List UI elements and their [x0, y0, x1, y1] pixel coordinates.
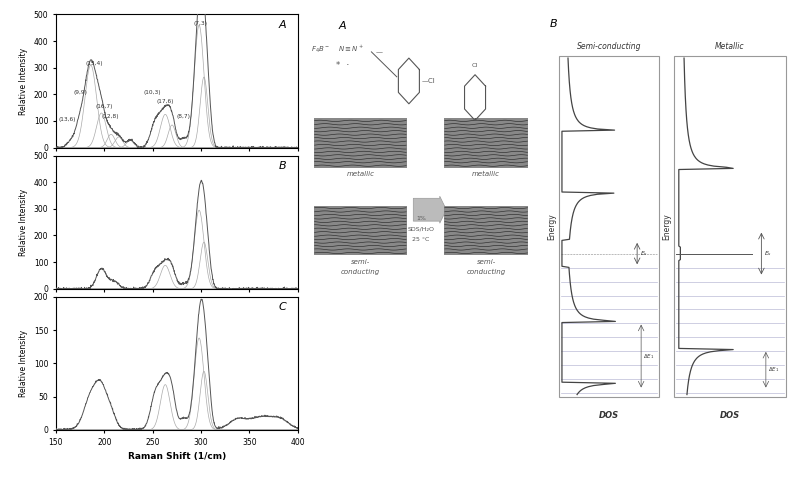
Bar [444, 118, 528, 168]
Text: A: A [278, 20, 286, 30]
Y-axis label: Relative Intensity: Relative Intensity [19, 47, 28, 114]
Text: semi-: semi- [476, 259, 495, 265]
Text: B: B [278, 161, 286, 171]
Bar [314, 206, 407, 256]
Text: Energy: Energy [547, 213, 556, 240]
Text: $\Delta E_1$: $\Delta E_1$ [643, 352, 654, 360]
Text: conducting: conducting [467, 269, 506, 275]
Text: metallic: metallic [472, 171, 500, 177]
Text: metallic: metallic [347, 171, 375, 177]
Text: (15,4): (15,4) [86, 60, 104, 66]
Text: (9,9): (9,9) [74, 90, 87, 95]
Text: SDS/H₂O: SDS/H₂O [407, 227, 435, 231]
Text: semi-: semi- [351, 259, 370, 265]
Y-axis label: Relative Intensity: Relative Intensity [19, 330, 28, 397]
Text: Metallic: Metallic [715, 42, 745, 51]
Y-axis label: Relative Intensity: Relative Intensity [19, 189, 28, 256]
Text: ·: · [345, 60, 349, 71]
FancyArrow shape [413, 196, 447, 223]
Bar [674, 56, 786, 397]
Text: DOS: DOS [599, 411, 619, 420]
X-axis label: Raman Shift (1/cm): Raman Shift (1/cm) [128, 452, 226, 461]
Text: —: — [376, 49, 383, 55]
Text: B: B [550, 19, 557, 29]
Text: Energy: Energy [662, 213, 671, 240]
Bar [559, 56, 659, 397]
Text: (16,7): (16,7) [96, 104, 113, 109]
Text: $N{\equiv}N^+$: $N{\equiv}N^+$ [338, 43, 364, 54]
Text: $F_4B^-$: $F_4B^-$ [311, 45, 330, 55]
Text: C: C [278, 302, 286, 312]
Text: 25 °C: 25 °C [412, 237, 430, 242]
Text: DOS: DOS [720, 411, 740, 420]
Text: (7,3): (7,3) [193, 21, 207, 27]
Text: 1%: 1% [416, 216, 426, 221]
Text: Semi-conducting: Semi-conducting [577, 42, 642, 51]
Text: Cl: Cl [472, 63, 478, 69]
Text: conducting: conducting [340, 269, 380, 275]
Text: $E_s$: $E_s$ [764, 249, 772, 258]
Text: (17,6): (17,6) [157, 99, 174, 104]
Text: $\Delta E_1$: $\Delta E_1$ [768, 365, 780, 374]
Text: (12,8): (12,8) [101, 114, 119, 119]
Text: —Cl: —Cl [422, 78, 436, 84]
Bar [444, 206, 528, 256]
Text: (8,7): (8,7) [177, 114, 191, 119]
Text: A: A [339, 21, 347, 31]
Text: $E_s$: $E_s$ [640, 249, 648, 258]
Text: (10,3): (10,3) [144, 90, 161, 95]
Text: *: * [336, 61, 340, 71]
Text: (13,6): (13,6) [59, 116, 77, 122]
Bar [314, 118, 407, 168]
